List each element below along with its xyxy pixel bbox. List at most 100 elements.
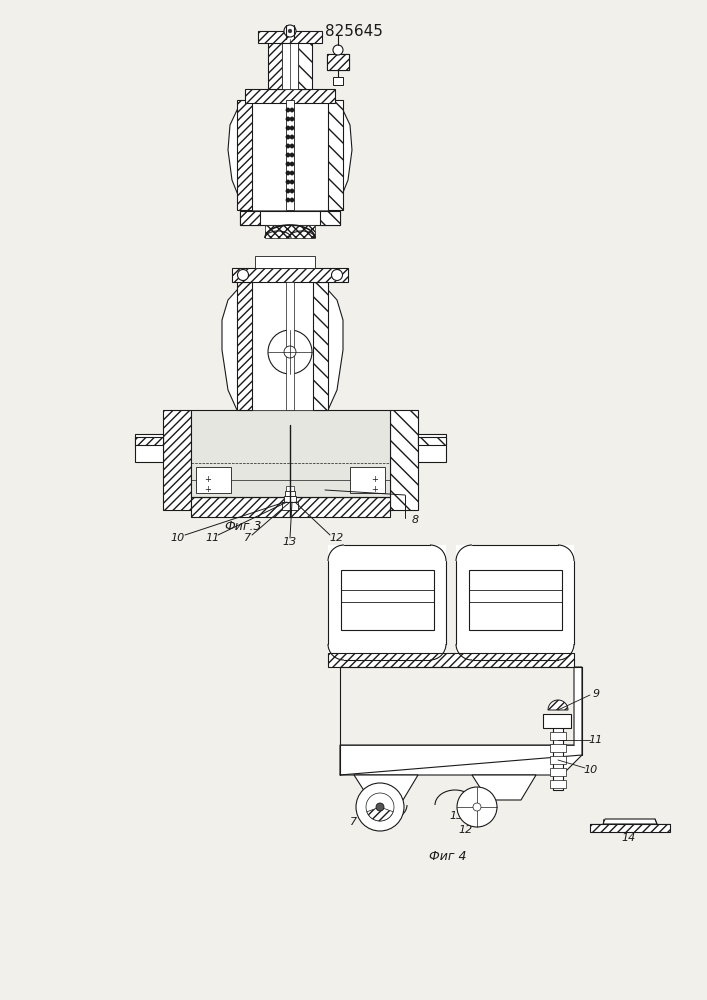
- Bar: [255, 256, 315, 268]
- Text: 12: 12: [330, 533, 344, 543]
- Bar: [327, 54, 349, 70]
- Circle shape: [288, 29, 292, 33]
- Text: Фиг 4: Фиг 4: [429, 850, 467, 863]
- Bar: [282, 39, 298, 89]
- Bar: [550, 744, 566, 752]
- Circle shape: [286, 108, 290, 112]
- Bar: [341, 570, 434, 630]
- Polygon shape: [472, 775, 536, 800]
- Bar: [284, 496, 296, 502]
- Circle shape: [473, 803, 481, 811]
- Bar: [252, 100, 328, 210]
- Bar: [268, 39, 282, 89]
- Circle shape: [356, 783, 404, 831]
- Bar: [553, 725, 563, 790]
- Bar: [135, 437, 163, 445]
- Circle shape: [290, 135, 294, 139]
- Bar: [237, 282, 252, 410]
- Bar: [550, 780, 566, 788]
- Text: +: +: [204, 475, 211, 484]
- Bar: [313, 282, 328, 410]
- Circle shape: [286, 117, 290, 121]
- Text: +: +: [372, 475, 378, 484]
- Text: 11: 11: [589, 735, 603, 745]
- Bar: [469, 570, 562, 630]
- Bar: [418, 437, 446, 445]
- Circle shape: [457, 787, 497, 827]
- Circle shape: [290, 162, 294, 166]
- Circle shape: [286, 198, 290, 202]
- Polygon shape: [354, 775, 418, 800]
- Bar: [240, 211, 340, 225]
- Circle shape: [290, 117, 294, 121]
- Bar: [328, 100, 343, 210]
- Circle shape: [290, 144, 294, 148]
- Bar: [320, 211, 340, 225]
- Circle shape: [286, 180, 290, 184]
- Text: 11: 11: [206, 533, 220, 543]
- Circle shape: [286, 162, 290, 166]
- Text: 7: 7: [245, 533, 252, 543]
- Circle shape: [286, 189, 290, 193]
- Text: 8: 8: [411, 515, 419, 525]
- Bar: [390, 410, 418, 510]
- Bar: [240, 211, 260, 225]
- Bar: [286, 100, 294, 210]
- Circle shape: [238, 269, 248, 280]
- Bar: [550, 732, 566, 740]
- Bar: [286, 486, 294, 491]
- Bar: [350, 467, 385, 493]
- Circle shape: [290, 198, 294, 202]
- Text: +: +: [372, 485, 378, 493]
- Bar: [456, 545, 574, 660]
- Circle shape: [268, 330, 312, 374]
- Bar: [418, 434, 446, 462]
- Text: 10: 10: [584, 765, 598, 775]
- Bar: [135, 434, 163, 462]
- Circle shape: [284, 346, 296, 358]
- Bar: [550, 768, 566, 776]
- Circle shape: [366, 793, 394, 821]
- Circle shape: [286, 153, 290, 157]
- Polygon shape: [228, 100, 252, 210]
- Text: 13: 13: [450, 811, 464, 821]
- Text: 13: 13: [283, 537, 297, 547]
- Circle shape: [376, 803, 384, 811]
- Bar: [163, 410, 191, 510]
- Polygon shape: [340, 667, 582, 775]
- Bar: [232, 268, 348, 282]
- Bar: [196, 467, 231, 493]
- Text: 825645: 825645: [325, 24, 383, 39]
- Bar: [543, 714, 571, 728]
- Polygon shape: [328, 100, 352, 210]
- Bar: [328, 545, 446, 660]
- Circle shape: [290, 171, 294, 175]
- Circle shape: [286, 135, 290, 139]
- Bar: [191, 410, 390, 497]
- Circle shape: [284, 25, 296, 37]
- Text: 8: 8: [356, 799, 363, 809]
- Circle shape: [290, 153, 294, 157]
- Bar: [237, 100, 252, 210]
- Polygon shape: [603, 819, 657, 824]
- Bar: [286, 282, 294, 410]
- Bar: [245, 89, 335, 103]
- Circle shape: [286, 171, 290, 175]
- Bar: [258, 31, 322, 43]
- Polygon shape: [222, 282, 252, 410]
- Polygon shape: [313, 282, 343, 410]
- Text: Фиг.3: Фиг.3: [224, 520, 262, 534]
- Bar: [550, 756, 566, 764]
- Text: 9: 9: [592, 689, 600, 699]
- Polygon shape: [265, 225, 315, 238]
- Bar: [282, 502, 298, 510]
- Circle shape: [286, 126, 290, 130]
- Bar: [590, 824, 670, 832]
- Wedge shape: [367, 807, 393, 821]
- Bar: [327, 54, 349, 70]
- Circle shape: [286, 144, 290, 148]
- Text: 14: 14: [622, 833, 636, 843]
- Text: 10: 10: [171, 533, 185, 543]
- Circle shape: [332, 269, 342, 280]
- Circle shape: [290, 180, 294, 184]
